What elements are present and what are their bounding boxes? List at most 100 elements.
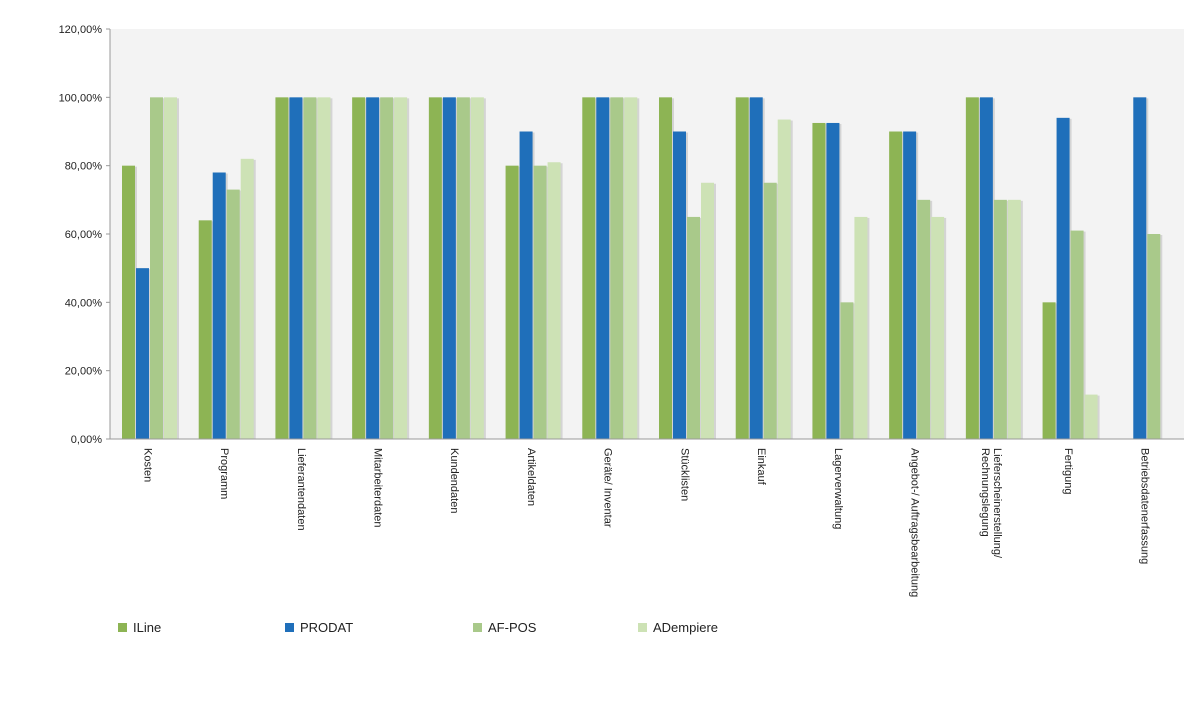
x-category-label: Geräte/ Inventar	[602, 448, 614, 528]
bar-adempiere-programm	[240, 158, 254, 440]
bar-adempiere-ger-te-inventar	[624, 97, 638, 439]
bar-iline-lagerverwaltung	[812, 122, 826, 439]
legend-item-prodat: PRODAT	[285, 620, 353, 635]
bar-prodat-kundendaten	[442, 97, 456, 439]
x-category-label-line: Rechnungslegung	[979, 448, 991, 537]
bar-af-pos-ger-te-inventar	[610, 97, 624, 439]
bar-iline-kosten	[122, 165, 135, 439]
x-category-label: Kundendaten	[448, 448, 460, 513]
bar-prodat-lieferscheinerstellung-rechnungslegung	[979, 97, 993, 439]
legend-label-af-pos: AF-POS	[488, 620, 537, 635]
bar-af-pos-lieferscheinerstellung-rechnungslegung	[993, 199, 1007, 439]
bar-prodat-lieferantendaten	[289, 97, 303, 439]
bar-adempiere-lieferantendaten	[317, 97, 331, 439]
x-category-label-line: Lieferantendaten	[295, 448, 307, 531]
bar-adempiere-angebot-auftragsbearbeitung	[931, 216, 945, 439]
y-tick-label: 0,00%	[71, 434, 102, 446]
bar-prodat-fertigung	[1056, 117, 1070, 439]
y-tick-label: 80,00%	[65, 161, 103, 173]
bar-iline-st-cklisten	[659, 97, 672, 439]
bar-iline-mitarbeiterdaten	[352, 97, 366, 439]
bar-adempiere-lieferscheinerstellung-rechnungslegung	[1007, 199, 1021, 439]
x-category-label-line: Fertigung	[1062, 448, 1074, 494]
bar-iline-lieferantendaten	[275, 97, 289, 439]
bar-adempiere-mitarbeiterdaten	[394, 97, 408, 439]
x-category-label: Stücklisten	[678, 448, 690, 501]
legend: ILine PRODAT AF-POS ADempiere	[118, 620, 878, 640]
bar-prodat-artikeldaten	[519, 131, 533, 439]
bar-adempiere-st-cklisten	[701, 182, 714, 439]
bar-af-pos-artikeldaten	[533, 165, 547, 439]
bar-af-pos-fertigung	[1070, 230, 1084, 439]
bar-af-pos-einkauf	[763, 182, 777, 439]
x-axis-labels: Kosten Programm Lieferantendaten Mitarbeite…	[141, 448, 1150, 597]
legend-item-af-pos: AF-POS	[473, 620, 536, 635]
x-category-label-line: Kundendaten	[448, 448, 460, 513]
legend-label-prodat: PRODAT	[300, 620, 354, 635]
x-category-label-line: Geräte/ Inventar	[602, 448, 614, 528]
x-category-label: Artikeldaten	[525, 448, 537, 506]
bar-iline-artikeldaten	[505, 165, 519, 439]
x-category-label: Lieferscheinerstellung/Rechnungslegung	[979, 448, 1003, 559]
legend-item-adempiere: ADempiere	[638, 620, 718, 635]
legend-label-adempiere: ADempiere	[653, 620, 719, 635]
x-category-label-line: Betriebsdatenerfassung	[1139, 448, 1151, 564]
x-category-label: Programm	[218, 448, 230, 499]
x-category-label-line: Artikeldaten	[525, 448, 537, 506]
x-category-label-line: Kosten	[141, 448, 153, 482]
legend-label-iline: ILine	[133, 620, 162, 635]
bar-af-pos-angebot-auftragsbearbeitung	[917, 199, 931, 439]
bar-af-pos-kundendaten	[456, 97, 470, 439]
x-category-label: Fertigung	[1062, 448, 1074, 494]
bar-prodat-angebot-auftragsbearbeitung	[903, 131, 917, 439]
bar-iline-programm	[198, 220, 212, 439]
bar-prodat-lagerverwaltung	[826, 122, 840, 439]
bar-af-pos-lagerverwaltung	[840, 302, 854, 439]
x-category-label: Lagerverwaltung	[832, 448, 844, 529]
bar-prodat-einkauf	[749, 97, 763, 439]
legend-item-iline: ILine	[118, 620, 161, 635]
bar-af-pos-lieferantendaten	[303, 97, 317, 439]
x-category-label-line: Einkauf	[755, 448, 767, 486]
y-tick-label: 20,00%	[65, 366, 103, 378]
bar-adempiere-artikeldaten	[547, 162, 561, 439]
bar-af-pos-programm	[226, 189, 240, 439]
bar-adempiere-kosten	[164, 97, 177, 439]
bar-prodat-ger-te-inventar	[596, 97, 610, 439]
y-tick-label: 40,00%	[65, 297, 103, 309]
x-category-label: Kosten	[141, 448, 153, 482]
x-category-label-line: Mitarbeiterdaten	[372, 448, 384, 528]
bar-adempiere-kundendaten	[470, 97, 484, 439]
bar-af-pos-mitarbeiterdaten	[380, 97, 394, 439]
y-tick-label: 60,00%	[65, 229, 103, 241]
bar-af-pos-betriebsdatenerfassung	[1147, 234, 1161, 439]
bar-prodat-mitarbeiterdaten	[366, 97, 380, 439]
bar-af-pos-st-cklisten	[687, 216, 700, 439]
bar-prodat-programm	[212, 172, 226, 439]
bar-adempiere-fertigung	[1084, 394, 1098, 439]
bar-prodat-kosten	[136, 268, 149, 439]
y-tick-label: 100,00%	[59, 92, 103, 104]
x-category-label: Lieferantendaten	[295, 448, 307, 531]
bar-iline-kundendaten	[428, 97, 442, 439]
x-category-label: Einkauf	[755, 448, 767, 486]
plot-area	[110, 29, 1184, 439]
bar-iline-fertigung	[1042, 302, 1056, 439]
bar-adempiere-einkauf	[777, 119, 791, 440]
x-category-label-line: Angebot-/ Auftragsbearbeitung	[909, 448, 921, 597]
y-tick-label: 120,00%	[59, 24, 103, 36]
legend-swatch-af-pos	[473, 623, 482, 632]
legend-swatch-prodat	[285, 623, 294, 632]
x-category-label-line: Programm	[218, 448, 230, 499]
x-category-label-line: Stücklisten	[678, 448, 690, 501]
bar-iline-angebot-auftragsbearbeitung	[889, 131, 903, 439]
bar-prodat-betriebsdatenerfassung	[1133, 97, 1147, 439]
y-axis-ticks: 0,00% 20,00% 40,00% 60,00% 80,00% 100,00% 120,…	[59, 24, 110, 446]
legend-swatch-adempiere	[638, 623, 647, 632]
bar-af-pos-kosten	[150, 97, 163, 439]
x-category-label: Mitarbeiterdaten	[372, 448, 384, 528]
bar-adempiere-lagerverwaltung	[854, 216, 868, 439]
legend-swatch-iline	[118, 623, 127, 632]
bar-iline-einkauf	[735, 97, 749, 439]
